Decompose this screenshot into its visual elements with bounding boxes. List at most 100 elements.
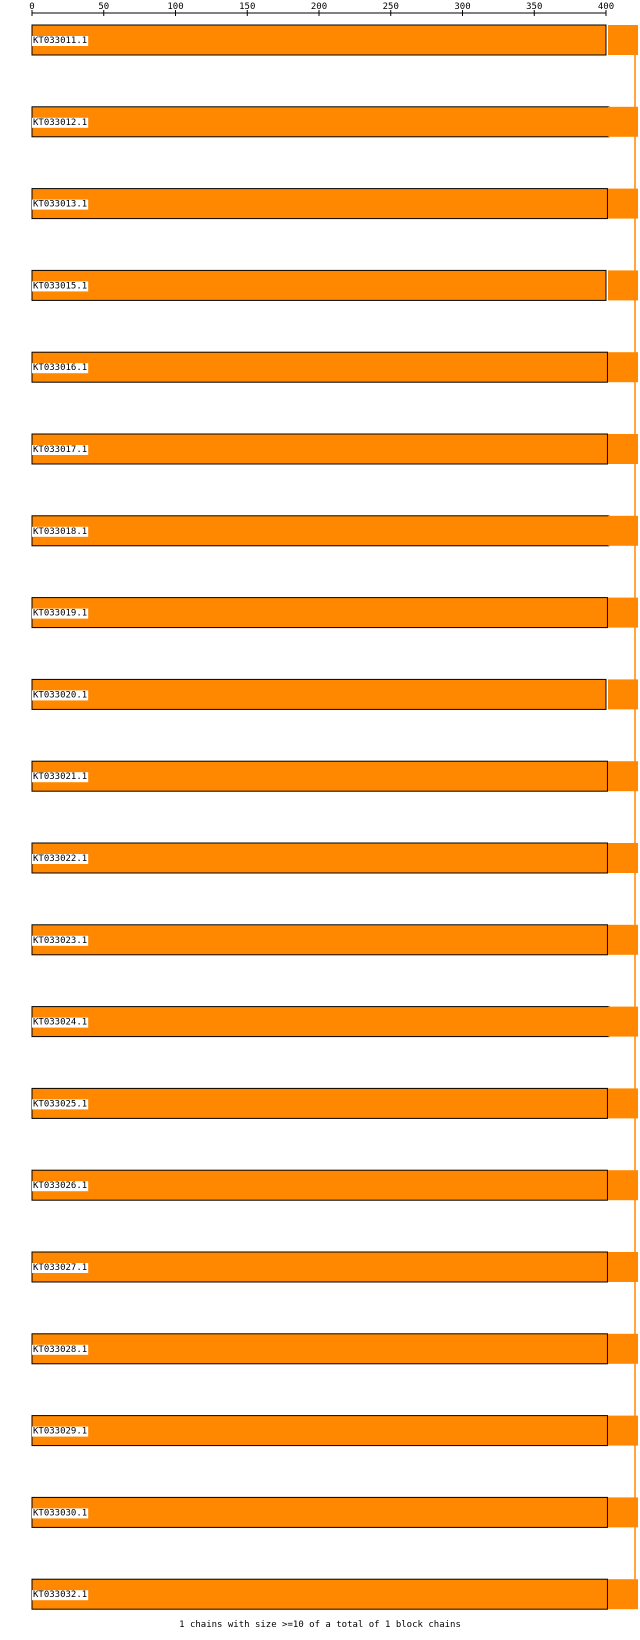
- block-bar: [31, 597, 608, 629]
- block-bar: [31, 678, 607, 710]
- block-bar: [31, 1333, 608, 1365]
- block-bar: [31, 842, 608, 874]
- block-bar: [31, 760, 608, 792]
- sequence-label-background: [32, 1426, 89, 1437]
- sequence-label-background: [32, 1263, 89, 1273]
- sequence-label-background: [32, 1181, 89, 1192]
- block-stub: [608, 434, 638, 464]
- axis-tick-label: 400: [598, 2, 614, 12]
- block-bar: [31, 351, 608, 383]
- block-stub: [608, 1088, 638, 1119]
- sequence-row: KT033018.1: [31, 515, 638, 547]
- axis-tick-label: 100: [167, 2, 183, 12]
- block-stub: [608, 843, 638, 873]
- block-bar: [31, 269, 607, 301]
- sequence-row: KT033023.1: [31, 924, 638, 956]
- block-bar: [31, 1251, 608, 1283]
- sequence-row: KT033032.1: [31, 1578, 638, 1610]
- block-bar: [31, 1496, 608, 1528]
- sequence-row: KT033029.1: [31, 1415, 638, 1447]
- sequence-label-background: [32, 1590, 89, 1601]
- sequence-label: KT033017.1: [33, 445, 87, 455]
- sequence-label-background: [32, 199, 89, 210]
- sequence-label: KT033032.1: [33, 1590, 87, 1600]
- sequence-label-background: [32, 935, 89, 946]
- sequence-row: KT033019.1: [31, 597, 638, 629]
- sequence-label-background: [32, 117, 89, 128]
- sequence-label-background: [32, 363, 89, 374]
- block-bar: [31, 188, 608, 220]
- sequence-label: KT033018.1: [33, 527, 87, 537]
- sequence-label: KT033029.1: [33, 1427, 87, 1437]
- sequence-label: KT033021.1: [33, 772, 87, 782]
- sequence-rows: KT033011.1 KT033012.1 KT033013.1 KT033015.1…: [31, 24, 638, 1610]
- block-bar: [31, 433, 608, 465]
- sequence-label: KT033025.1: [33, 1099, 87, 1109]
- x-axis: 0 50 100 150 200 250 300 350 400: [29, 2, 614, 16]
- block-bar: [31, 1169, 608, 1201]
- sequence-label: KT033015.1: [33, 281, 87, 291]
- sequence-label: KT033024.1: [33, 1018, 87, 1028]
- axis-tick-label: 50: [98, 2, 109, 12]
- sequence-label: KT033011.1: [33, 36, 87, 46]
- sequence-label-background: [32, 772, 89, 783]
- axis-tick-label: 200: [311, 2, 327, 12]
- block-stub: [608, 188, 638, 219]
- block-stub: [608, 679, 638, 710]
- sequence-row: KT033022.1: [31, 842, 638, 874]
- sequence-row: KT033016.1: [31, 351, 638, 383]
- sequence-label: KT033023.1: [33, 936, 87, 946]
- sequence-label: KT033013.1: [33, 200, 87, 210]
- block-stub: [608, 270, 638, 301]
- axis-tick-label: 0: [29, 2, 34, 12]
- sequence-label: KT033012.1: [33, 118, 87, 128]
- sequence-label: KT033022.1: [33, 854, 87, 864]
- axis-tick-label: 350: [526, 2, 542, 12]
- block-bar: [31, 924, 608, 956]
- sequence-row: KT033017.1: [31, 433, 638, 465]
- block-bar: [31, 1415, 608, 1447]
- block-stub: [608, 1497, 638, 1528]
- sequence-row: KT033021.1: [31, 760, 638, 792]
- sequence-row: KT033028.1: [31, 1333, 638, 1365]
- block-stub: [608, 1579, 638, 1610]
- sequence-label: KT033019.1: [33, 609, 87, 619]
- sequence-label-background: [32, 281, 89, 292]
- block-stub: [608, 1415, 638, 1446]
- sequence-label-background: [32, 1017, 89, 1028]
- block-bar: [31, 1578, 608, 1610]
- sequence-label-background: [32, 1508, 89, 1519]
- block-stub: [608, 106, 638, 137]
- sequence-label-background: [32, 526, 89, 537]
- sequence-label: KT033016.1: [33, 363, 87, 373]
- footer-caption: 1 chains with size >=10 of a total of 1 …: [179, 1620, 461, 1630]
- axis-tick-label: 150: [239, 2, 255, 12]
- sequence-row: KT033030.1: [31, 1496, 638, 1528]
- block-stub: [608, 352, 638, 383]
- block-stub: [608, 515, 638, 546]
- sequence-row: KT033015.1: [31, 269, 638, 301]
- axis-tick-label: 250: [383, 2, 399, 12]
- sequence-row: KT033027.1: [31, 1251, 638, 1283]
- block-bar: [31, 515, 610, 547]
- block-bar: [31, 106, 610, 138]
- block-stub: [608, 597, 638, 628]
- sequence-row: KT033011.1: [31, 24, 638, 56]
- sequence-row: KT033020.1: [31, 678, 638, 710]
- sequence-label: KT033030.1: [33, 1508, 87, 1518]
- sequence-label: KT033020.1: [33, 690, 87, 700]
- sequence-label-background: [32, 854, 89, 864]
- sequence-label-background: [32, 1344, 89, 1355]
- sequence-label: KT033026.1: [33, 1181, 87, 1191]
- sequence-label-background: [32, 445, 89, 455]
- sequence-row: KT033013.1: [31, 188, 638, 220]
- sequence-label: KT033027.1: [33, 1263, 87, 1273]
- sequence-label-background: [32, 690, 89, 701]
- sequence-row: KT033024.1: [31, 1006, 638, 1038]
- block-stub: [608, 924, 638, 955]
- sequence-label: KT033028.1: [33, 1345, 87, 1355]
- block-stub: [608, 1170, 638, 1201]
- sequence-label-background: [32, 1099, 89, 1110]
- sequence-row: KT033026.1: [31, 1169, 638, 1201]
